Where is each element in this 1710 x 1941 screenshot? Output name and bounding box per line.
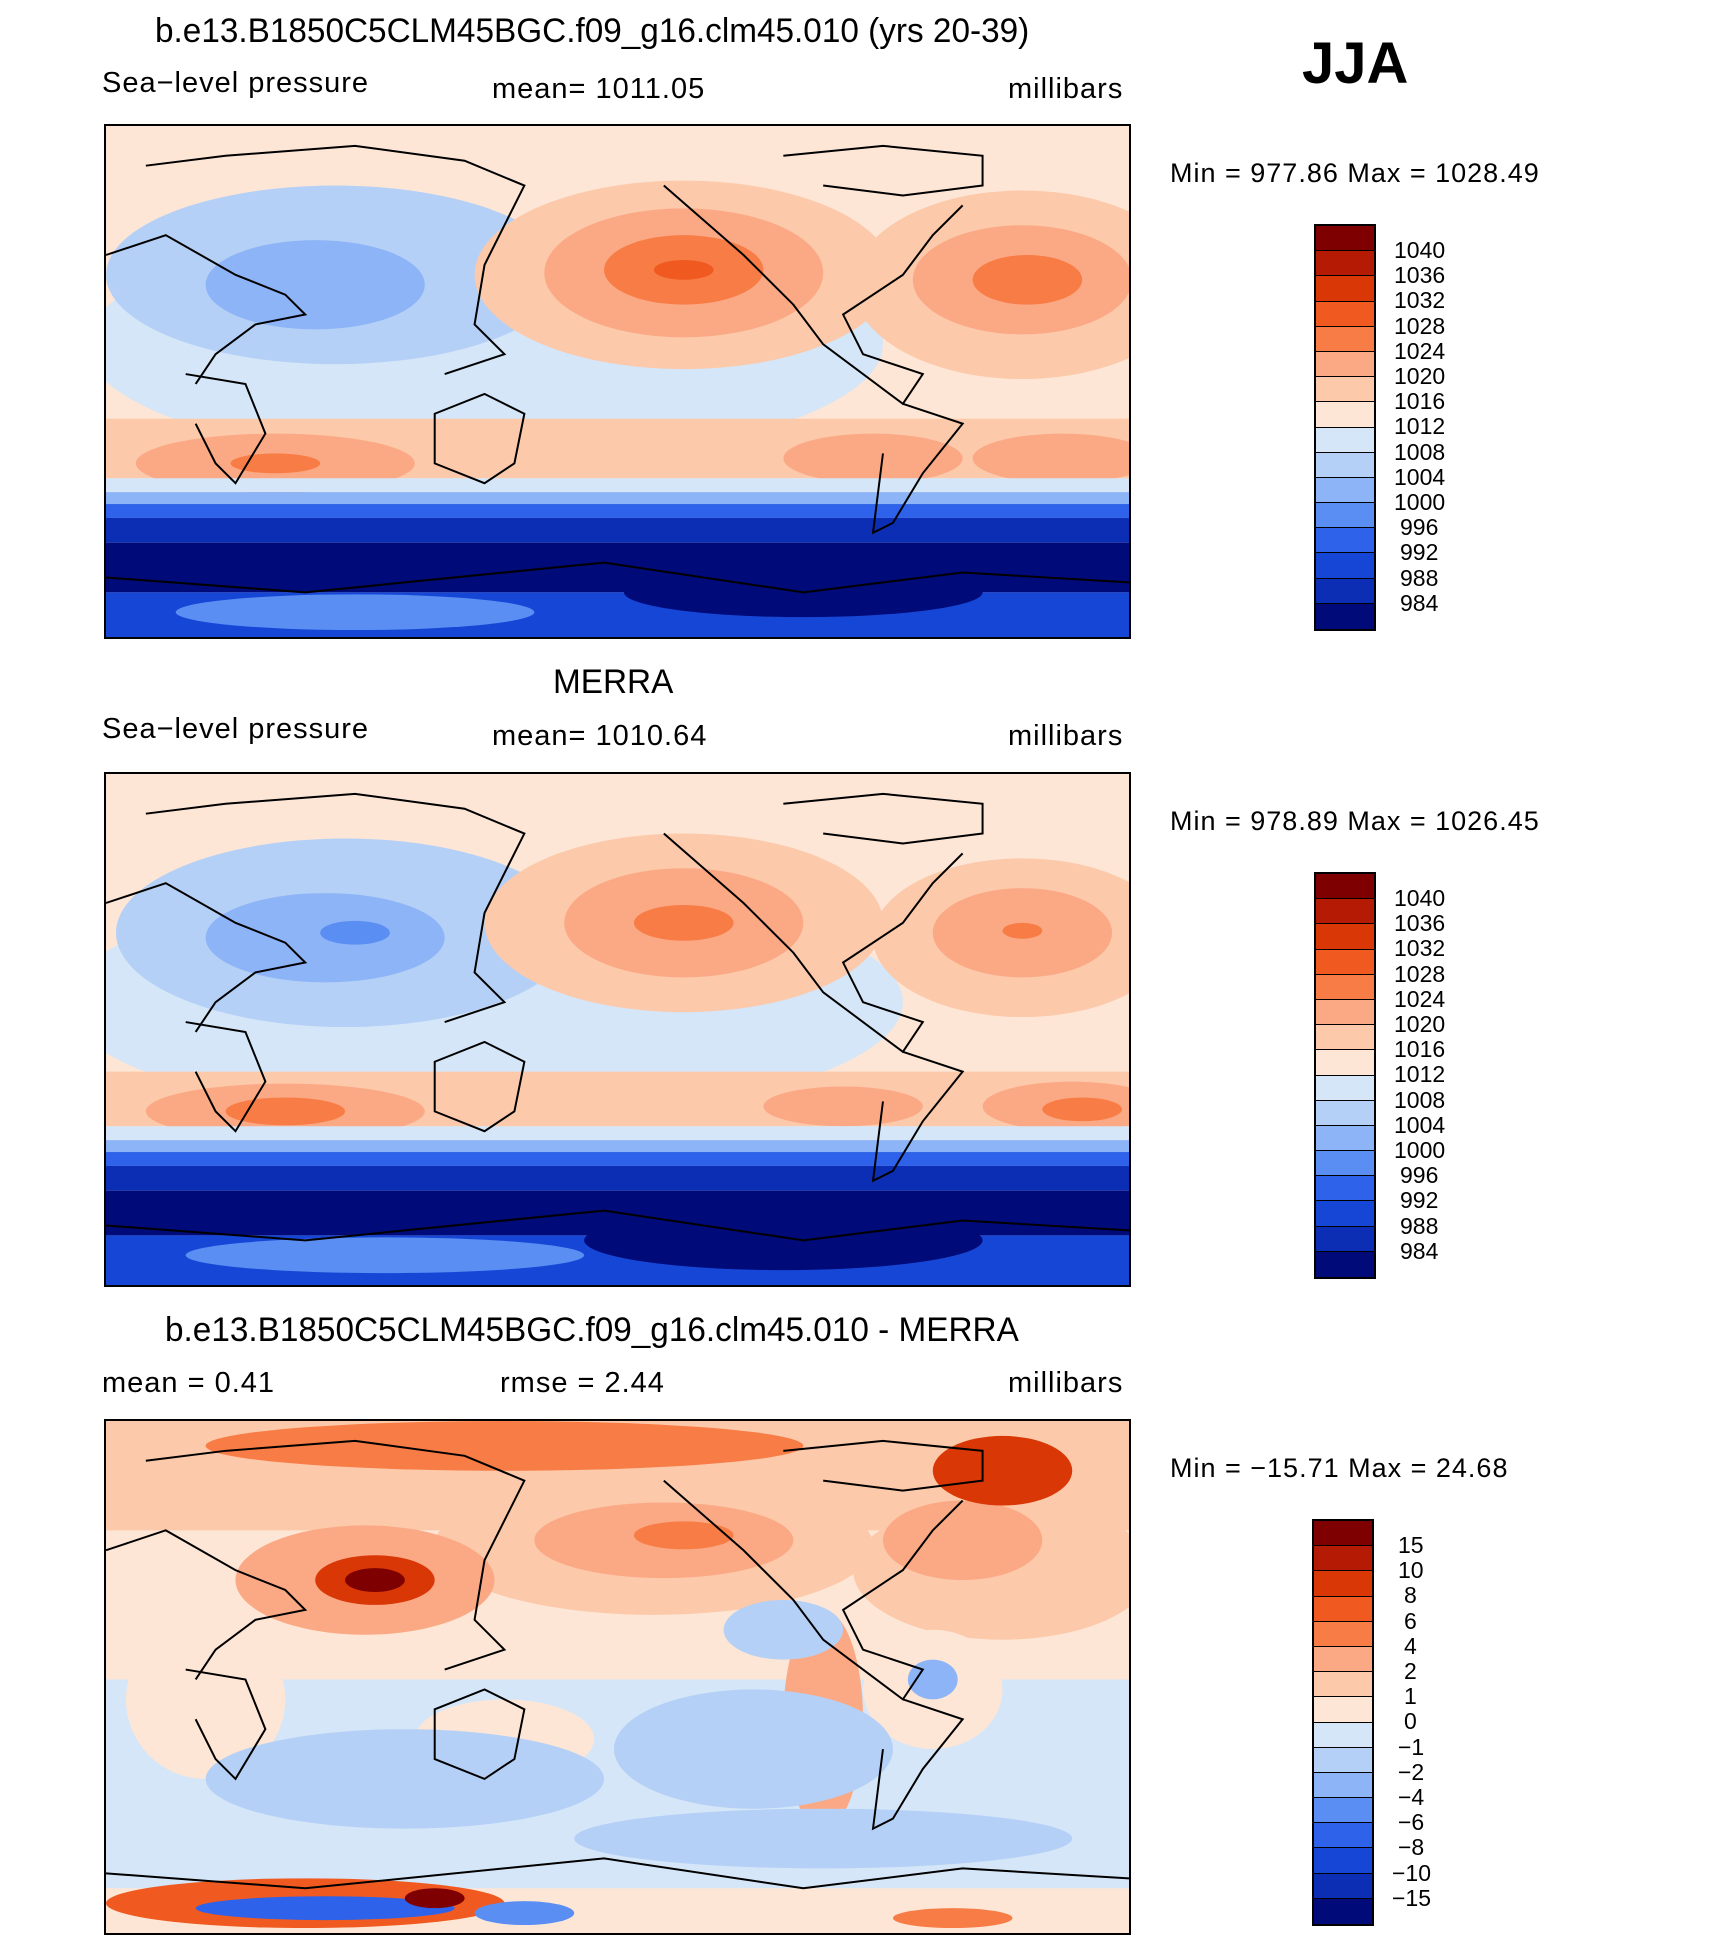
panel-3-rmse-label: rmse = 2.44 bbox=[500, 1367, 665, 1399]
panel-3-contour-field bbox=[106, 1421, 1129, 1933]
colorbar-tick-label: 984 bbox=[1400, 1238, 1439, 1264]
season-label: JJA bbox=[1302, 31, 1409, 96]
panel-2-title: MERRA bbox=[553, 663, 674, 701]
colorbar-tick-label: 988 bbox=[1400, 565, 1439, 591]
colorbar-tick-label: 1040 bbox=[1394, 885, 1446, 911]
panel-3-mean-label: mean = 0.41 bbox=[102, 1367, 276, 1399]
panel-2-variable-label: Sea−level pressure bbox=[102, 713, 370, 745]
colorbar-tick-label: 996 bbox=[1400, 1162, 1439, 1188]
colorbar-tick-label: 1016 bbox=[1394, 388, 1446, 414]
panel-2-units-label: millibars bbox=[1008, 720, 1124, 752]
colorbar-tick-label: 1012 bbox=[1394, 1061, 1446, 1087]
colorbar-tick-label: 1020 bbox=[1394, 363, 1446, 389]
colorbar-tick-label: −1 bbox=[1398, 1734, 1425, 1760]
colorbar-tick-label: −8 bbox=[1398, 1834, 1425, 1860]
colorbar-tick-label: 1032 bbox=[1394, 287, 1446, 313]
panel-2-map bbox=[104, 772, 1131, 1287]
panel-1-min-max: Min = 977.86 Max = 1028.49 bbox=[1170, 158, 1540, 188]
colorbar-tick-label: 15 bbox=[1398, 1532, 1424, 1558]
colorbar-tick-label: −15 bbox=[1392, 1885, 1432, 1911]
panel-3-colorbar bbox=[1312, 1519, 1374, 1926]
panel-3-min-max: Min = −15.71 Max = 24.68 bbox=[1170, 1453, 1509, 1483]
colorbar-tick-label: 2 bbox=[1404, 1658, 1417, 1684]
colorbar-tick-label: 1036 bbox=[1394, 910, 1446, 936]
colorbar-tick-label: 1004 bbox=[1394, 1112, 1446, 1138]
panel-3-units-label: millibars bbox=[1008, 1367, 1124, 1399]
panel-1-map bbox=[104, 124, 1131, 639]
panel-1-units-label: millibars bbox=[1008, 73, 1124, 105]
colorbar-tick-label: 1012 bbox=[1394, 413, 1446, 439]
colorbar-tick-label: 1036 bbox=[1394, 262, 1446, 288]
colorbar-tick-label: 1032 bbox=[1394, 935, 1446, 961]
colorbar-tick-label: 1 bbox=[1404, 1683, 1417, 1709]
colorbar-tick-label: 1040 bbox=[1394, 237, 1446, 263]
colorbar-tick-label: 1024 bbox=[1394, 338, 1446, 364]
colorbar-tick-label: 992 bbox=[1400, 539, 1439, 565]
colorbar-tick-label: 1008 bbox=[1394, 439, 1446, 465]
panel-3-title: b.e13.B1850C5CLM45BGC.f09_g16.clm45.010 … bbox=[165, 1311, 1019, 1349]
colorbar-tick-label: 0 bbox=[1404, 1708, 1417, 1734]
colorbar-tick-label: 1020 bbox=[1394, 1011, 1446, 1037]
panel-1-colorbar bbox=[1314, 224, 1376, 631]
panel-1-variable-label: Sea−level pressure bbox=[102, 67, 370, 99]
colorbar-tick-label: −10 bbox=[1392, 1860, 1432, 1886]
colorbar-tick-label: 996 bbox=[1400, 514, 1439, 540]
colorbar-tick-label: 10 bbox=[1398, 1557, 1424, 1583]
colorbar-tick-label: 1028 bbox=[1394, 313, 1446, 339]
colorbar-tick-label: 1000 bbox=[1394, 489, 1446, 515]
panel-1-contour-field bbox=[106, 126, 1129, 637]
panel-3-map bbox=[104, 1419, 1131, 1935]
colorbar-tick-label: −6 bbox=[1398, 1809, 1425, 1835]
colorbar-tick-label: −2 bbox=[1398, 1759, 1425, 1785]
panel-2-min-max: Min = 978.89 Max = 1026.45 bbox=[1170, 806, 1540, 836]
colorbar-tick-label: 4 bbox=[1404, 1633, 1417, 1659]
colorbar-tick-label: 6 bbox=[1404, 1608, 1417, 1634]
colorbar-tick-label: 992 bbox=[1400, 1187, 1439, 1213]
panel-1-mean-label: mean= 1011.05 bbox=[492, 73, 706, 105]
colorbar-tick-label: 984 bbox=[1400, 590, 1439, 616]
colorbar-tick-label: 8 bbox=[1404, 1582, 1417, 1608]
colorbar-tick-label: 1016 bbox=[1394, 1036, 1446, 1062]
colorbar-tick-label: 1024 bbox=[1394, 986, 1446, 1012]
panel-2-mean-label: mean= 1010.64 bbox=[492, 720, 708, 752]
panel-2-colorbar bbox=[1314, 872, 1376, 1279]
colorbar-tick-label: 1008 bbox=[1394, 1087, 1446, 1113]
panel-2-contour-field bbox=[106, 774, 1129, 1285]
colorbar-tick-label: 1000 bbox=[1394, 1137, 1446, 1163]
panel-1-title: b.e13.B1850C5CLM45BGC.f09_g16.clm45.010 … bbox=[155, 12, 1030, 50]
colorbar-tick-label: −4 bbox=[1398, 1784, 1425, 1810]
colorbar-tick-label: 1028 bbox=[1394, 961, 1446, 987]
colorbar-tick-label: 988 bbox=[1400, 1213, 1439, 1239]
colorbar-tick-label: 1004 bbox=[1394, 464, 1446, 490]
